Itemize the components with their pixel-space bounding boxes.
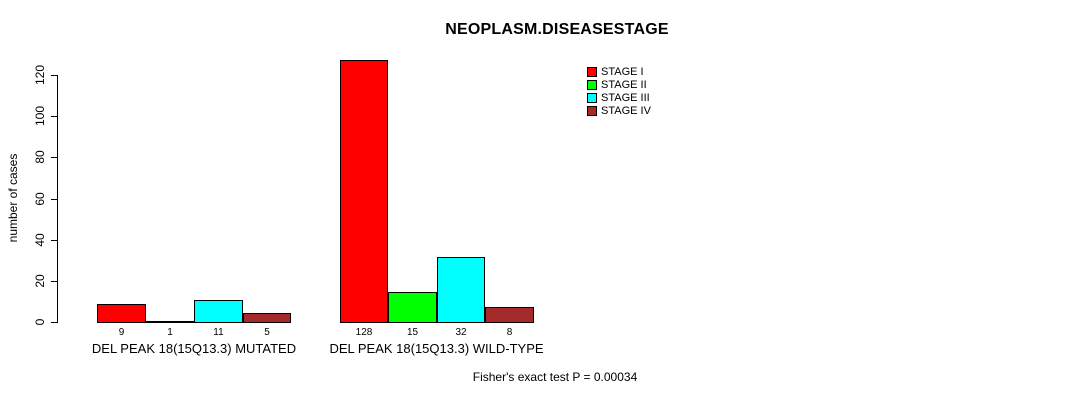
y-tick-label: 60 — [33, 192, 47, 206]
y-axis-line — [57, 75, 58, 323]
category-label: DEL PEAK 18(15Q13.3) WILD-TYPE — [329, 341, 544, 356]
legend-item: STAGE III — [587, 91, 651, 104]
legend-swatch — [587, 66, 597, 77]
bar-stage-iv — [243, 313, 291, 323]
y-tick-label: 80 — [33, 150, 47, 164]
bar-value-label: 32 — [455, 327, 467, 338]
chart-title: NEOPLASM.DISEASESTAGE — [445, 21, 669, 38]
y-tick — [51, 322, 57, 323]
y-tick — [51, 281, 57, 282]
bar-value-label: 1 — [167, 327, 173, 338]
legend-label: STAGE III — [601, 91, 650, 104]
legend-label: STAGE II — [601, 78, 647, 91]
legend-label: STAGE I — [601, 65, 644, 78]
y-tick — [51, 75, 57, 76]
y-tick-label: 120 — [33, 64, 47, 86]
y-axis-title: number of cases — [6, 153, 20, 243]
bar-value-label: 8 — [506, 327, 513, 338]
bar-stage-ii — [146, 321, 194, 323]
legend: STAGE I STAGE II STAGE III STAGE IV — [587, 65, 651, 117]
y-tick — [51, 157, 57, 158]
y-tick-label: 40 — [33, 233, 47, 247]
category-label: DEL PEAK 18(15Q13.3) MUTATED — [91, 341, 297, 356]
y-tick — [51, 240, 57, 241]
y-tick-label: 0 — [33, 318, 47, 326]
legend-item: STAGE IV — [587, 104, 651, 117]
bar-stage-ii — [388, 292, 437, 323]
bar-stage-iii — [194, 300, 243, 323]
y-tick — [51, 199, 57, 200]
y-tick-label: 100 — [33, 105, 47, 127]
bar-stage-i — [97, 304, 146, 323]
stat-annotation: Fisher's exact test P = 0.00034 — [472, 370, 638, 384]
y-tick-label: 20 — [33, 274, 47, 288]
legend-item: STAGE II — [587, 78, 651, 91]
bar-value-label: 5 — [264, 327, 270, 338]
legend-swatch — [587, 79, 597, 90]
y-tick — [51, 116, 57, 117]
bar-value-label: 15 — [406, 327, 419, 338]
legend-item: STAGE I — [587, 65, 651, 78]
bar-stage-iv — [485, 307, 534, 323]
bar-value-label: 9 — [118, 327, 125, 338]
legend-swatch — [587, 105, 597, 116]
bar-stage-iii — [437, 257, 485, 323]
legend-label: STAGE IV — [601, 104, 651, 117]
legend-swatch — [587, 92, 597, 103]
bar-value-label: 11 — [213, 327, 224, 338]
bar-value-label: 128 — [355, 327, 373, 338]
bar-stage-i — [340, 60, 388, 323]
